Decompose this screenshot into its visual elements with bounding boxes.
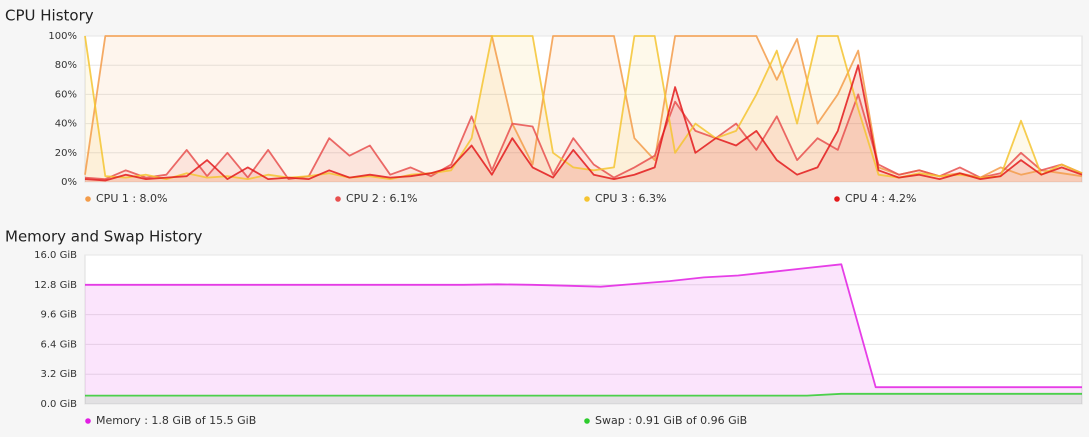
legend-label: CPU 1 : 8.0%: [96, 192, 168, 205]
y-tick-label: 40%: [55, 119, 77, 130]
legend-label: CPU 3 : 6.3%: [595, 192, 667, 205]
y-tick-label: 20%: [55, 148, 77, 159]
legend-label: CPU 2 : 6.1%: [346, 192, 418, 205]
area-fill: [85, 36, 1082, 182]
legend-marker: [335, 196, 341, 202]
section-title: Memory and Swap History: [5, 228, 203, 246]
plot-background: [84, 35, 1083, 183]
legend-marker: [584, 418, 590, 424]
area-fill: [85, 36, 1082, 182]
y-tick-label: 0%: [61, 177, 77, 188]
legend-marker: [834, 196, 840, 202]
y-tick-label: 12.8 GiB: [34, 280, 77, 291]
series-line: [84, 64, 1083, 182]
plot-background: [84, 254, 1083, 405]
area-fill: [85, 264, 1082, 404]
series-line: [85, 392, 1082, 397]
legend-marker: [584, 196, 590, 202]
y-tick-label: 16.0 GiB: [34, 250, 77, 261]
section-title: CPU History: [5, 7, 94, 25]
area-fill: [85, 65, 1082, 182]
y-tick-label: 6.4 GiB: [41, 339, 78, 350]
y-tick-label: 100%: [48, 31, 77, 42]
y-tick-label: 60%: [55, 89, 77, 100]
legend-marker: [85, 418, 91, 424]
area-fill: [85, 94, 1082, 182]
series-line: [84, 93, 1083, 180]
legend-label: CPU 4 : 4.2%: [845, 192, 917, 205]
series-line: [85, 263, 1082, 389]
y-tick-label: 80%: [55, 60, 77, 71]
legend-label: Memory : 1.8 GiB of 15.5 GiB: [96, 414, 256, 427]
legend-marker: [85, 196, 91, 202]
legend-label: Swap : 0.91 GiB of 0.96 GiB: [595, 414, 747, 427]
y-tick-label: 0.0 GiB: [41, 399, 78, 410]
series-line: [84, 35, 1083, 180]
y-tick-label: 3.2 GiB: [41, 369, 78, 380]
y-tick-label: 9.6 GiB: [41, 310, 78, 321]
